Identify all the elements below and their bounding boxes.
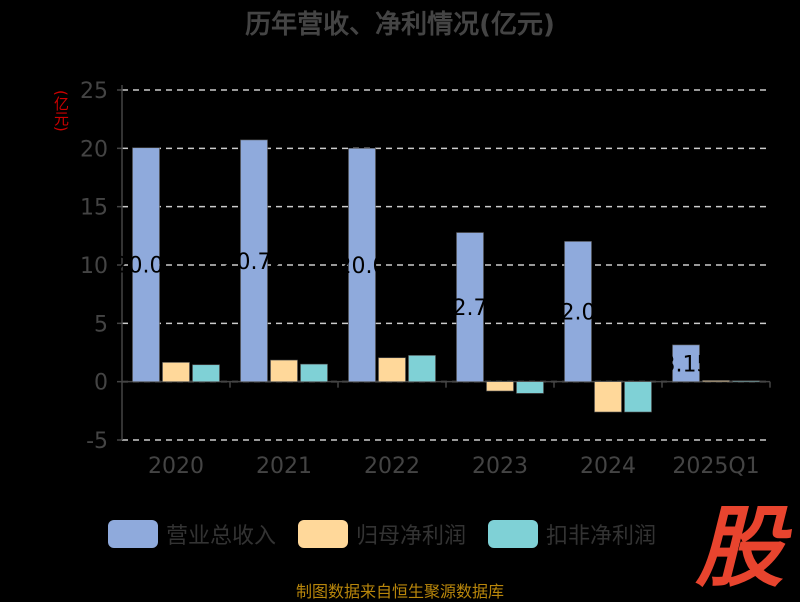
data-label: 20.05	[115, 254, 178, 279]
legend-item-net-profit[interactable]: 归母净利润	[298, 518, 466, 550]
x-tick-label: 2023	[472, 454, 528, 479]
legend-item-deducted-profit[interactable]: 扣非净利润	[488, 518, 656, 550]
data-label: 12.78	[439, 296, 502, 321]
data-label: 12.02	[547, 301, 610, 326]
x-tick-label: 2022	[364, 454, 420, 479]
bar-deducted-profit	[192, 364, 220, 382]
x-tick-label: 2025Q1	[672, 454, 759, 479]
bar-revenue	[456, 232, 484, 382]
bar-revenue	[672, 344, 700, 382]
legend-label-deducted-profit: 扣非净利润	[546, 524, 657, 549]
bar-net-profit	[594, 381, 622, 413]
bar-deducted-profit	[300, 363, 328, 382]
data-label: 3.15	[662, 352, 711, 377]
chart-title: 历年营收、净利情况(亿元)	[245, 10, 555, 40]
bar-revenue	[132, 147, 160, 382]
y-axis-label: (亿元)	[52, 90, 70, 132]
bar-net-profit	[702, 380, 730, 382]
y-tick-label: 5	[94, 312, 108, 337]
legend-swatch-revenue	[108, 520, 158, 548]
data-label: 20.72	[223, 250, 286, 275]
bar-chart: -5 0 5 10 15 20 25 2020 20.05 2021 20.72 2022 20.0 20…	[80, 79, 771, 479]
bar-deducted-profit	[732, 380, 760, 382]
legend-swatch-deducted-profit	[488, 520, 539, 548]
legend-label-net-profit: 归母净利润	[356, 524, 467, 549]
bar-net-profit	[378, 357, 406, 382]
data-label: 20.0	[338, 254, 387, 279]
legend-swatch-net-profit	[298, 520, 349, 548]
bar-revenue	[348, 148, 376, 382]
y-tick-label: 0	[94, 371, 108, 396]
legend-label-revenue: 营业总收入	[166, 524, 277, 549]
x-tick-label: 2020	[148, 454, 204, 479]
data-source-note: 制图数据来自恒生聚源数据库	[295, 582, 504, 601]
bar-deducted-profit	[408, 355, 436, 382]
bar-deducted-profit	[624, 381, 652, 413]
legend-item-revenue[interactable]: 营业总收入	[108, 518, 276, 550]
bar-deducted-profit	[516, 381, 544, 394]
y-tick-label: 10	[80, 254, 108, 279]
y-tick-label: 15	[80, 196, 108, 221]
legend: 营业总收入 归母净利润 扣非净利润	[108, 518, 656, 550]
x-tick-label: 2021	[256, 454, 312, 479]
logo: 股	[695, 496, 784, 599]
bar-net-profit	[162, 362, 190, 382]
bar-net-profit	[486, 381, 514, 392]
bar-net-profit	[270, 359, 298, 382]
x-tick-label: 2024	[580, 454, 636, 479]
y-tick-label: 20	[80, 137, 108, 162]
bar-revenue	[564, 241, 592, 382]
bar-revenue	[240, 139, 268, 382]
y-tick-label: 25	[80, 79, 108, 104]
y-tick-label: -5	[86, 429, 108, 454]
